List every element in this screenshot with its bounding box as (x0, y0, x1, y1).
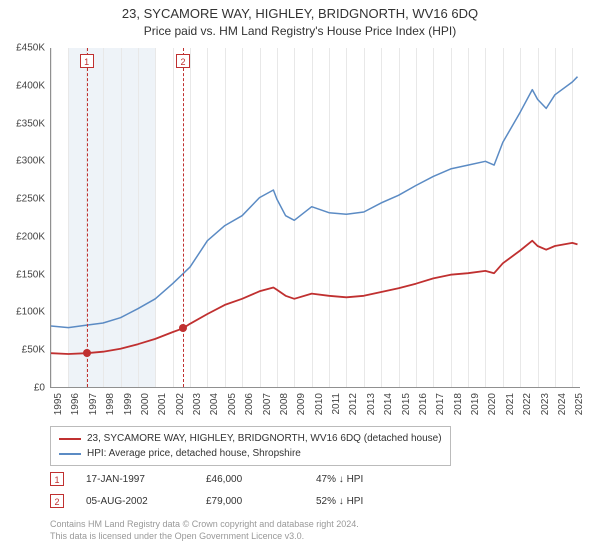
y-tick-label: £50K (0, 345, 45, 356)
chart-subtitle: Price paid vs. HM Land Registry's House … (0, 24, 600, 38)
x-tick-label: 2017 (435, 393, 446, 415)
sales-row: 2 05-AUG-2002£79,00052% ↓ HPI (50, 490, 396, 512)
footer: Contains HM Land Registry data © Crown c… (50, 518, 359, 542)
x-tick-label: 2010 (314, 393, 325, 415)
x-tick-label: 1998 (105, 393, 116, 415)
x-tick-label: 2024 (557, 393, 568, 415)
y-tick-label: £0 (0, 383, 45, 394)
x-tick-label: 2020 (487, 393, 498, 415)
chart-area: 12 £0£50K£100K£150K£200K£250K£300K£350K£… (50, 48, 580, 388)
sales-row-price: £79,000 (206, 496, 316, 507)
x-tick-label: 2004 (209, 393, 220, 415)
legend-swatch-red (59, 438, 81, 440)
sale-marker: 2 (176, 54, 190, 68)
chart-container: 23, SYCAMORE WAY, HIGHLEY, BRIDGNORTH, W… (0, 0, 600, 560)
x-tick-label: 2025 (574, 393, 585, 415)
series_blue-line (51, 77, 578, 328)
sale-dot (179, 324, 187, 332)
x-tick-label: 1997 (88, 393, 99, 415)
sales-row-price: £46,000 (206, 474, 316, 485)
x-tick-label: 1996 (70, 393, 81, 415)
y-tick-label: £100K (0, 307, 45, 318)
x-tick-label: 1995 (53, 393, 64, 415)
y-tick-label: £200K (0, 231, 45, 242)
y-tick-label: £350K (0, 118, 45, 129)
x-tick-label: 2011 (331, 393, 342, 415)
sales-row-marker: 1 (50, 472, 64, 486)
sale-vline (183, 48, 184, 387)
x-tick-label: 2015 (401, 393, 412, 415)
x-tick-label: 2005 (227, 393, 238, 415)
x-tick-label: 2003 (192, 393, 203, 415)
footer-line2: This data is licensed under the Open Gov… (50, 530, 359, 542)
sale-vline (87, 48, 88, 387)
sales-row-pct: 47% ↓ HPI (316, 474, 396, 485)
legend-item-hpi: HPI: Average price, detached house, Shro… (59, 446, 442, 461)
plot-region: 12 (50, 48, 580, 388)
x-tick-label: 2021 (505, 393, 516, 415)
x-tick-label: 2001 (157, 393, 168, 415)
sales-row-marker: 2 (50, 494, 64, 508)
x-tick-label: 2019 (470, 393, 481, 415)
sales-row: 1 17-JAN-1997£46,00047% ↓ HPI (50, 468, 396, 490)
y-tick-label: £150K (0, 269, 45, 280)
legend-label-hpi: HPI: Average price, detached house, Shro… (87, 448, 301, 459)
legend-item-property: 23, SYCAMORE WAY, HIGHLEY, BRIDGNORTH, W… (59, 431, 442, 446)
series_red-line (51, 241, 578, 354)
x-tick-label: 2022 (522, 393, 533, 415)
legend: 23, SYCAMORE WAY, HIGHLEY, BRIDGNORTH, W… (50, 426, 451, 466)
x-tick-label: 1999 (123, 393, 134, 415)
y-tick-label: £300K (0, 156, 45, 167)
y-tick-label: £400K (0, 80, 45, 91)
footer-line1: Contains HM Land Registry data © Crown c… (50, 518, 359, 530)
x-tick-label: 2018 (453, 393, 464, 415)
x-tick-label: 2008 (279, 393, 290, 415)
x-tick-label: 2014 (383, 393, 394, 415)
x-tick-label: 2002 (175, 393, 186, 415)
x-tick-label: 2023 (540, 393, 551, 415)
x-tick-label: 2012 (348, 393, 359, 415)
legend-label-property: 23, SYCAMORE WAY, HIGHLEY, BRIDGNORTH, W… (87, 433, 442, 444)
x-tick-label: 2016 (418, 393, 429, 415)
sales-row-pct: 52% ↓ HPI (316, 496, 396, 507)
y-tick-label: £450K (0, 43, 45, 54)
legend-swatch-blue (59, 453, 81, 455)
x-tick-label: 2007 (262, 393, 273, 415)
title-block: 23, SYCAMORE WAY, HIGHLEY, BRIDGNORTH, W… (0, 0, 600, 38)
sales-table: 1 17-JAN-1997£46,00047% ↓ HPI 2 05-AUG-2002… (50, 468, 396, 512)
x-tick-label: 2009 (296, 393, 307, 415)
x-tick-label: 2013 (366, 393, 377, 415)
series-lines (51, 48, 581, 388)
sales-row-date: 17-JAN-1997 (86, 474, 206, 485)
sales-row-date: 05-AUG-2002 (86, 496, 206, 507)
sale-dot (83, 349, 91, 357)
chart-title-address: 23, SYCAMORE WAY, HIGHLEY, BRIDGNORTH, W… (0, 6, 600, 21)
y-tick-label: £250K (0, 194, 45, 205)
x-tick-label: 2006 (244, 393, 255, 415)
x-tick-label: 2000 (140, 393, 151, 415)
sale-marker: 1 (80, 54, 94, 68)
